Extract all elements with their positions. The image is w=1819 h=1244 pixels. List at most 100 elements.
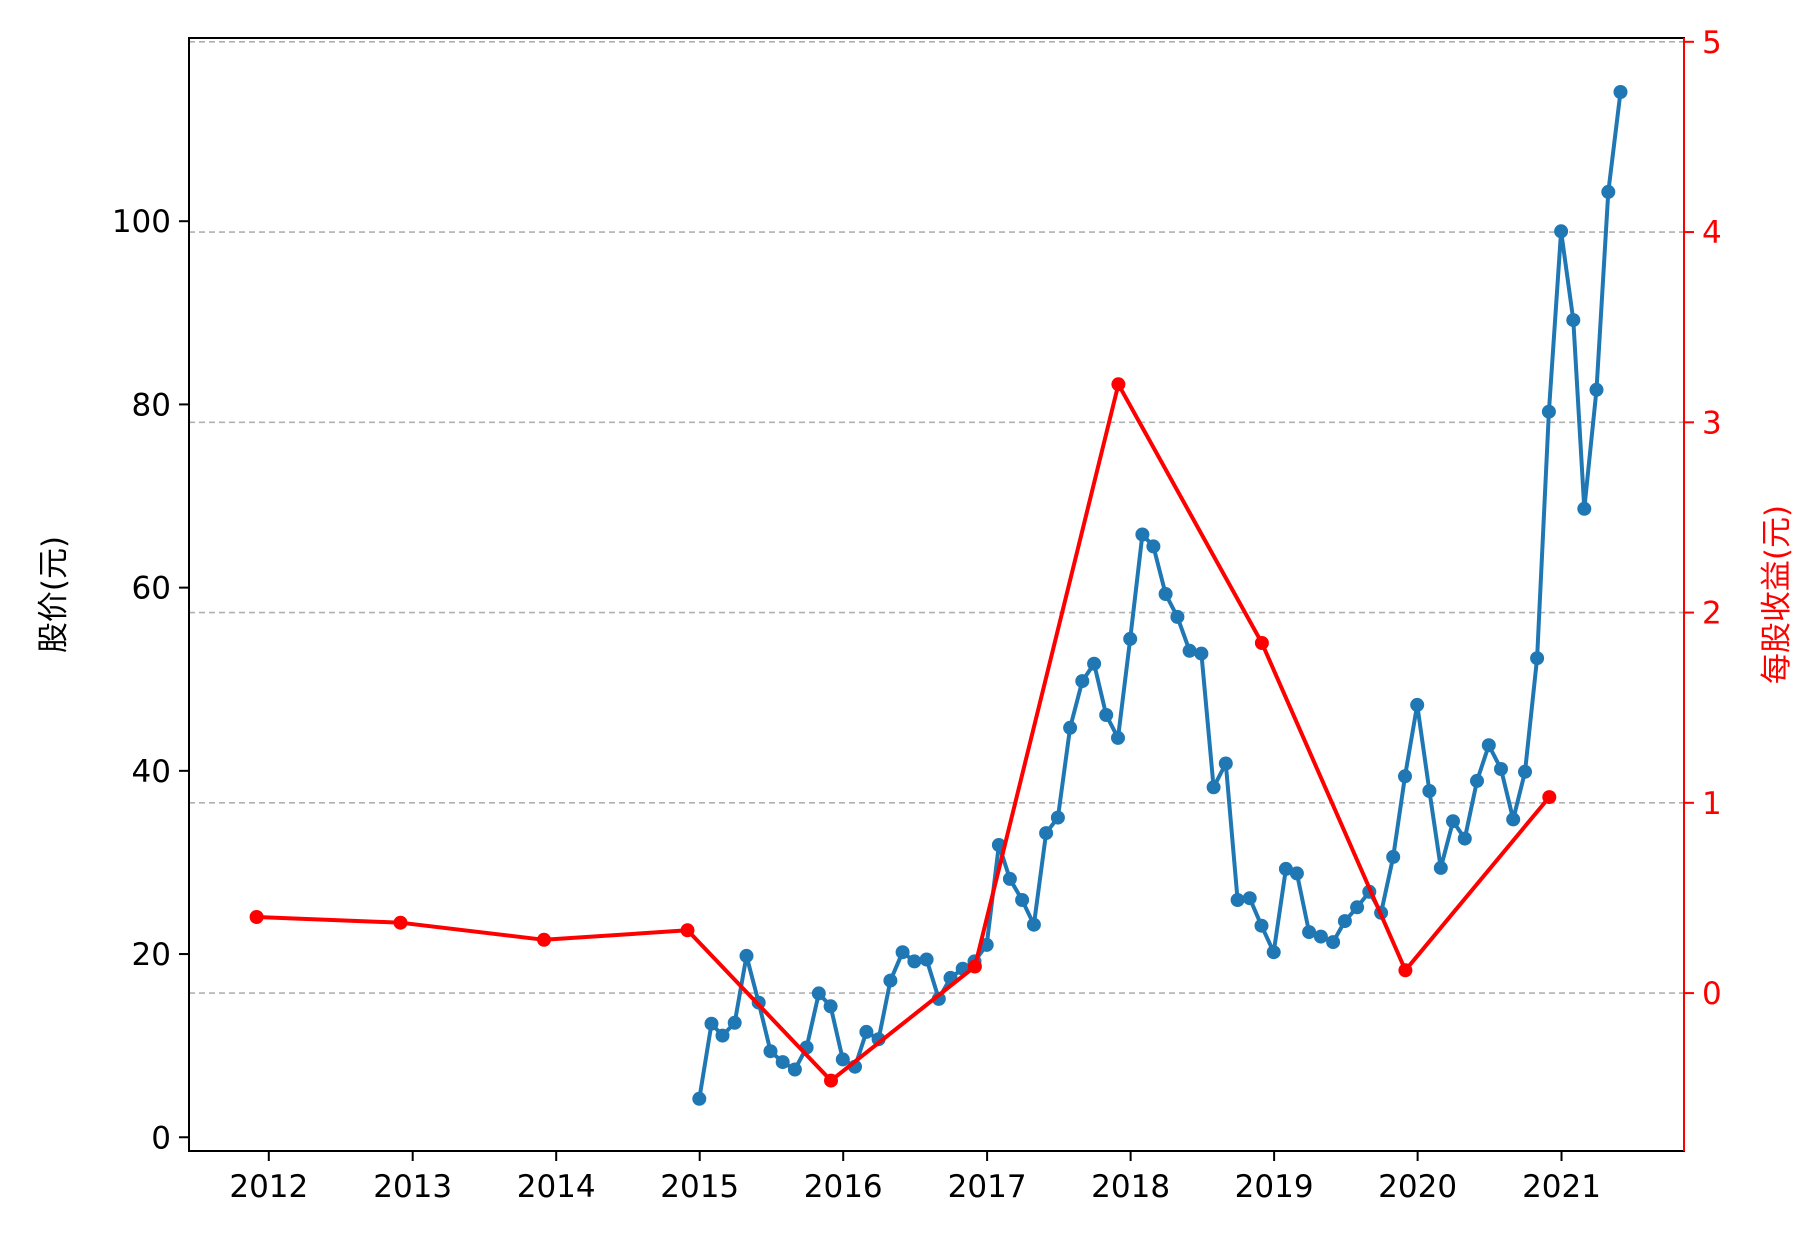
series-1-point [763, 1044, 778, 1059]
series-1-point [1313, 929, 1328, 944]
x-tick-label: 2015 [660, 1169, 739, 1205]
y-tick-label-right: 0 [1702, 976, 1722, 1012]
series-1-point [1506, 812, 1521, 827]
series-1-point [1099, 708, 1114, 722]
y-tick-label-left: 0 [151, 1120, 171, 1156]
series-1-point [1087, 656, 1102, 671]
series-2-point [1398, 963, 1413, 978]
x-tick-label: 2017 [948, 1169, 1027, 1205]
series-1-point [1613, 85, 1628, 99]
series-1-point [895, 945, 910, 960]
series-1-point [1266, 945, 1281, 960]
series-2-point [393, 915, 408, 930]
x-tick-label: 2021 [1522, 1169, 1601, 1205]
y-tick-label-left: 80 [132, 387, 171, 423]
y-tick-label-right: 3 [1702, 405, 1722, 441]
series-1-point [1015, 893, 1030, 907]
series-1-point [1206, 780, 1221, 795]
series-1-point [1386, 849, 1401, 864]
series-1-point [1577, 501, 1592, 516]
series-1-point [823, 999, 838, 1014]
series-2-point [680, 923, 695, 938]
series-1-point [1194, 646, 1209, 661]
series-1-point [787, 1062, 802, 1077]
series-2-point [824, 1073, 838, 1088]
y-tick-label-left: 20 [132, 937, 171, 973]
y-tick-label-left: 60 [132, 571, 171, 607]
series-1-point [1123, 631, 1138, 646]
series-1-point [1026, 917, 1041, 932]
series-2-point [1111, 377, 1126, 392]
series-1-point [1158, 587, 1173, 601]
series-1-point [1518, 764, 1532, 779]
series-1-point [1230, 893, 1245, 907]
x-tick-label: 2020 [1378, 1169, 1457, 1205]
series-2-point [1254, 636, 1269, 650]
series-1-point [1554, 224, 1569, 239]
plot-frame [188, 37, 1685, 1152]
series-1-point [1002, 871, 1017, 886]
series-1-point [1446, 814, 1460, 829]
series-1-point [1289, 866, 1304, 881]
series-2-point [967, 959, 982, 974]
series-1-point [919, 952, 934, 967]
series-1-point [883, 973, 898, 988]
series-1-point [1541, 404, 1556, 419]
series-layer [249, 85, 1628, 1106]
series-1-point [907, 954, 922, 969]
series-1-point [739, 948, 754, 963]
series-1-point [1170, 609, 1185, 624]
x-tick-label: 2013 [373, 1169, 452, 1205]
x-tick-label: 2018 [1091, 1169, 1170, 1205]
series-1-point [1182, 643, 1197, 658]
series-1-point [1398, 769, 1412, 784]
series-1-point [1530, 651, 1545, 666]
series-1-point [775, 1055, 790, 1070]
series-1-point [1039, 826, 1054, 841]
x-tick-label: 2014 [517, 1169, 596, 1205]
series-1-point [811, 986, 826, 1001]
series-1-point [1433, 860, 1448, 875]
series-1-point [715, 1028, 730, 1043]
series-1-point [859, 1024, 874, 1039]
series-1-point [1050, 810, 1065, 825]
grid-lines [189, 41, 1684, 994]
series-1-point [692, 1091, 707, 1106]
series-1-point [1494, 762, 1508, 776]
series-1-point [1254, 918, 1269, 933]
series-1-point [1470, 773, 1484, 788]
series-1-point [1337, 914, 1352, 929]
y-tick-label-left: 100 [112, 204, 171, 240]
series-1-point [1589, 382, 1604, 397]
series-1-point [727, 1015, 742, 1030]
x-tick-label: 2016 [804, 1169, 883, 1205]
series-1-point [1481, 738, 1496, 753]
series-1-point [1111, 730, 1125, 745]
series-2-point [1542, 790, 1557, 805]
series-1-point [1601, 184, 1616, 199]
y-tick-label-right: 2 [1702, 596, 1722, 632]
series-1-point [1410, 697, 1425, 712]
y-tick-label-left: 40 [132, 754, 171, 790]
y-tick-label-right: 5 [1702, 25, 1722, 61]
x-tick-label: 2012 [229, 1169, 308, 1205]
y-tick-label-right: 4 [1702, 215, 1722, 251]
series-1-point [1422, 784, 1437, 798]
series-1-point [871, 1032, 886, 1047]
series-1-point [1146, 539, 1161, 554]
series-2-point [537, 932, 551, 947]
series-1-point [1063, 720, 1078, 735]
series-1-point [1218, 756, 1233, 771]
series-1-point [1566, 313, 1581, 328]
y-axis-label-left: 股价(元) [36, 536, 72, 653]
series-1-point [1075, 674, 1090, 689]
axes: 2012 2013 2014 2015 2016 2017 2018 2019 2020 2021… [112, 25, 1722, 1205]
series-2-point [249, 910, 264, 924]
x-tick-label: 2019 [1235, 1169, 1314, 1205]
series-1-point [1242, 891, 1257, 906]
series-1-point [835, 1052, 850, 1067]
series-1-point [1350, 900, 1365, 915]
series-1-point [1278, 861, 1293, 876]
series-1-point [1457, 831, 1472, 846]
